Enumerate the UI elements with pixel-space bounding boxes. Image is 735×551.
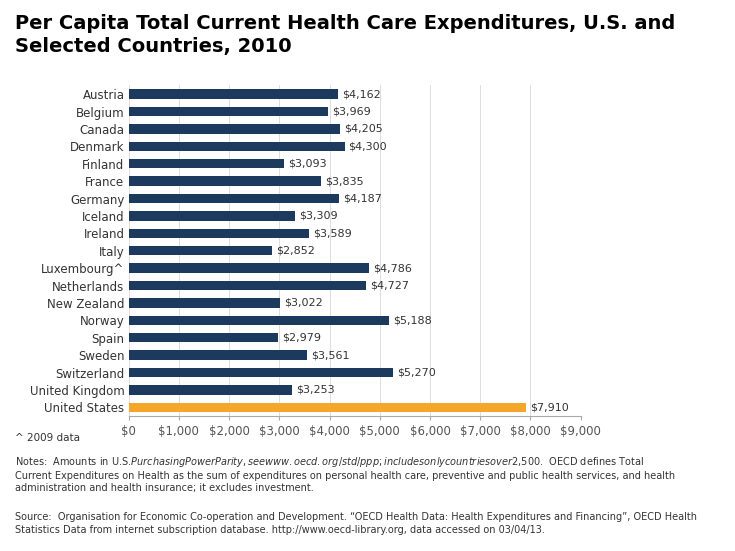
Text: FAMILY: FAMILY [648,503,701,517]
Bar [129,403,526,412]
Text: $4,162: $4,162 [342,89,381,99]
Bar [129,89,337,99]
Text: $4,727: $4,727 [370,280,409,290]
Bar [129,280,366,290]
Bar [129,350,307,360]
Bar [129,368,393,377]
Text: Source:  Organisation for Economic Co-operation and Development. “OECD Health Da: Source: Organisation for Economic Co-ope… [15,512,697,535]
Text: $2,979: $2,979 [282,333,321,343]
Text: $3,253: $3,253 [296,385,334,395]
Text: $3,561: $3,561 [312,350,350,360]
Text: $3,309: $3,309 [299,211,337,221]
Bar [129,211,295,221]
Bar [129,176,321,186]
Text: $3,022: $3,022 [284,298,323,308]
Text: KAISER: KAISER [646,485,703,500]
Text: $3,969: $3,969 [332,106,370,116]
Bar [129,263,369,273]
Text: $4,187: $4,187 [343,193,381,203]
Bar [129,107,328,116]
Bar [129,142,345,151]
Text: $5,270: $5,270 [398,368,436,377]
Text: $3,835: $3,835 [326,176,364,186]
Bar [129,229,309,238]
Text: ^ 2009 data: ^ 2009 data [15,433,79,442]
Text: $4,786: $4,786 [373,263,412,273]
Bar [129,194,339,203]
Bar [129,385,292,395]
Bar [129,124,340,134]
Text: $7,910: $7,910 [530,402,569,412]
Bar [129,333,279,343]
Bar [129,159,284,169]
Text: FOUNDATION: FOUNDATION [645,522,703,531]
Text: $5,188: $5,188 [393,315,432,325]
Text: Notes:  Amounts in U.S.$ Purchasing Power Parity, see www.oecd.org/std/ppp; incl: Notes: Amounts in U.S.$ Purchasing Power… [15,455,675,493]
Bar [129,246,272,256]
Text: Per Capita Total Current Health Care Expenditures, U.S. and
Selected Countries, : Per Capita Total Current Health Care Exp… [15,14,675,56]
Text: $4,300: $4,300 [348,141,387,152]
Text: $4,205: $4,205 [344,124,383,134]
Text: $3,093: $3,093 [288,159,326,169]
Text: $3,589: $3,589 [313,228,351,238]
Text: $2,852: $2,852 [276,246,315,256]
Bar [129,316,390,325]
Text: THE HENRY J.: THE HENRY J. [651,473,698,478]
Bar [129,298,281,307]
